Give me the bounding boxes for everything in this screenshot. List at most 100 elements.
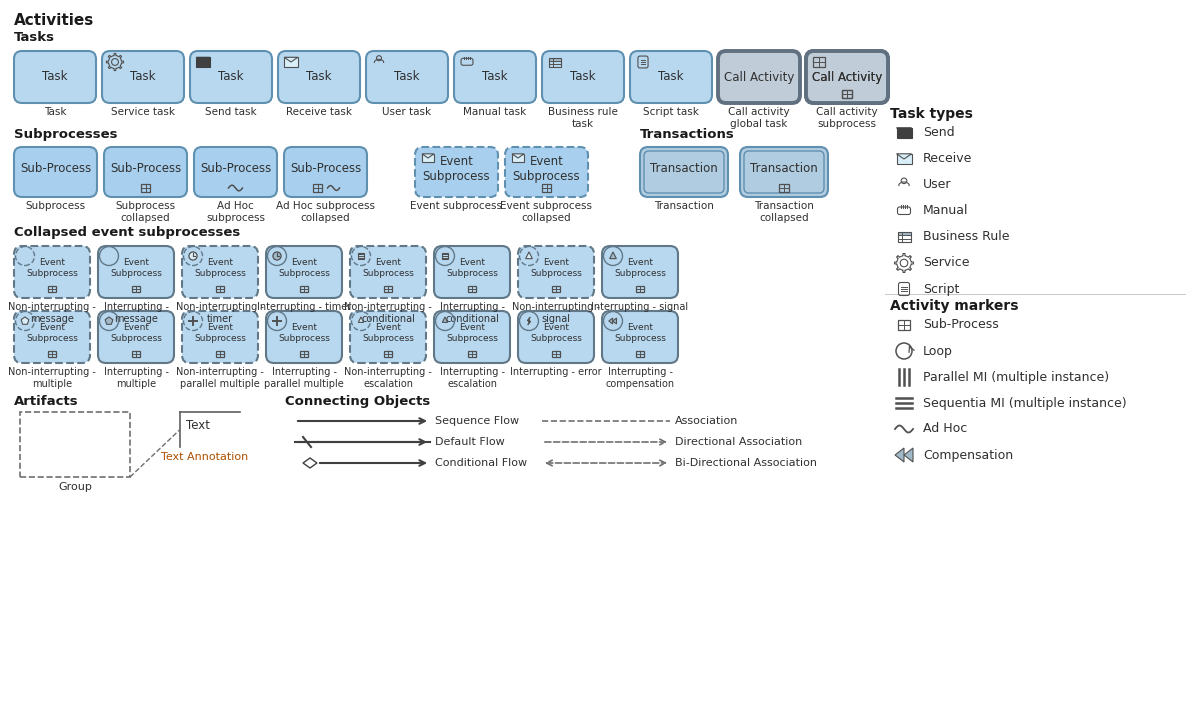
Bar <box>48 351 56 357</box>
Text: Artifacts: Artifacts <box>14 395 79 408</box>
Polygon shape <box>896 154 912 159</box>
FancyBboxPatch shape <box>278 51 360 103</box>
Polygon shape <box>904 448 913 462</box>
Text: Event
Subprocess: Event Subprocess <box>26 258 77 278</box>
Text: Non-interrupting -
escalation: Non-interrupting - escalation <box>344 367 432 389</box>
Bar <box>550 57 561 61</box>
Text: Task: Task <box>658 71 684 83</box>
Text: Event
Subprocess: Event Subprocess <box>362 323 414 343</box>
Text: Event
Subprocess: Event Subprocess <box>614 323 666 343</box>
FancyBboxPatch shape <box>602 246 678 298</box>
FancyBboxPatch shape <box>806 51 888 103</box>
Bar <box>637 351 644 357</box>
Text: Event
Subprocess: Event Subprocess <box>530 323 582 343</box>
Text: Event
Subprocess: Event Subprocess <box>278 258 330 278</box>
Text: Non-interrupting -
timer: Non-interrupting - timer <box>176 302 263 324</box>
Bar <box>542 184 551 192</box>
Polygon shape <box>895 448 904 462</box>
Polygon shape <box>896 128 912 133</box>
Bar <box>384 286 392 292</box>
Text: Task: Task <box>570 71 596 83</box>
FancyBboxPatch shape <box>14 147 97 197</box>
Bar <box>780 184 789 192</box>
Text: Transaction: Transaction <box>654 201 714 211</box>
FancyBboxPatch shape <box>415 147 498 197</box>
FancyBboxPatch shape <box>350 246 426 298</box>
Text: Text Annotation: Text Annotation <box>161 452 249 462</box>
Bar <box>813 57 825 67</box>
Text: Sub-Process: Sub-Process <box>200 163 271 175</box>
FancyBboxPatch shape <box>519 311 594 363</box>
Polygon shape <box>609 318 613 324</box>
Text: Directional Association: Directional Association <box>675 437 802 447</box>
Text: Subprocess
collapsed: Subprocess collapsed <box>116 201 175 223</box>
Text: Association: Association <box>675 416 738 426</box>
Text: Transactions: Transactions <box>640 128 734 141</box>
Text: Event
Subprocess: Event Subprocess <box>362 258 414 278</box>
Bar <box>898 232 911 235</box>
Polygon shape <box>21 317 29 325</box>
Text: Sub-Process: Sub-Process <box>20 163 91 175</box>
Polygon shape <box>513 154 524 158</box>
Text: User task: User task <box>383 107 432 117</box>
FancyBboxPatch shape <box>718 51 800 103</box>
Text: Event
Subprocess: Event Subprocess <box>614 258 666 278</box>
Text: Bi-Directional Association: Bi-Directional Association <box>675 458 817 468</box>
Text: Loop: Loop <box>923 344 952 358</box>
Text: Compensation: Compensation <box>923 448 1013 462</box>
Bar <box>141 184 150 192</box>
Bar <box>216 351 224 357</box>
Text: Connecting Objects: Connecting Objects <box>285 395 430 408</box>
Text: Sub-Process: Sub-Process <box>923 318 999 332</box>
Polygon shape <box>359 317 364 322</box>
Text: Send task: Send task <box>205 107 256 117</box>
FancyBboxPatch shape <box>631 51 712 103</box>
Bar <box>384 351 392 357</box>
Polygon shape <box>609 252 616 259</box>
Text: Event
Subprocess: Event Subprocess <box>194 258 246 278</box>
Circle shape <box>273 252 281 260</box>
FancyBboxPatch shape <box>14 51 97 103</box>
Text: Event
Subprocess: Event Subprocess <box>194 323 246 343</box>
Text: Non-interrupting -
conditional: Non-interrupting - conditional <box>344 302 432 324</box>
Text: Event
Subprocess: Event Subprocess <box>26 323 77 343</box>
Text: Event
Subprocess: Event Subprocess <box>110 258 162 278</box>
Bar <box>442 253 448 259</box>
Text: Task: Task <box>395 71 420 83</box>
Polygon shape <box>197 57 210 62</box>
Polygon shape <box>284 57 298 66</box>
Text: Manual: Manual <box>923 204 968 218</box>
FancyBboxPatch shape <box>350 311 426 363</box>
Text: Manual task: Manual task <box>464 107 527 117</box>
Text: Non-interrupting -
multiple: Non-interrupting - multiple <box>8 367 95 389</box>
Text: Event subprocess: Event subprocess <box>410 201 503 211</box>
Text: Service: Service <box>923 257 969 269</box>
Polygon shape <box>197 57 210 66</box>
FancyBboxPatch shape <box>14 311 91 363</box>
Text: Call Activity: Call Activity <box>812 71 882 83</box>
FancyBboxPatch shape <box>602 311 678 363</box>
Bar <box>300 351 308 357</box>
Text: Transaction: Transaction <box>750 163 818 175</box>
Text: Conditional Flow: Conditional Flow <box>435 458 527 468</box>
Text: User: User <box>923 178 951 192</box>
Polygon shape <box>513 154 524 162</box>
Text: Subprocess: Subprocess <box>25 201 86 211</box>
Text: Activities: Activities <box>14 13 94 28</box>
Text: Call activity
global task: Call activity global task <box>728 107 790 129</box>
FancyBboxPatch shape <box>14 246 91 298</box>
Text: Transaction: Transaction <box>650 163 718 175</box>
Text: Sub-Process: Sub-Process <box>290 163 361 175</box>
Text: Ad Hoc
subprocess: Ad Hoc subprocess <box>206 201 265 223</box>
Text: Interrupting - error: Interrupting - error <box>510 367 602 377</box>
FancyBboxPatch shape <box>434 311 510 363</box>
Bar <box>20 412 130 477</box>
Text: Interrupting -
parallel multiple: Interrupting - parallel multiple <box>265 367 343 389</box>
Text: Script: Script <box>923 283 960 296</box>
FancyBboxPatch shape <box>182 311 257 363</box>
Bar <box>468 351 476 357</box>
Text: Activity markers: Activity markers <box>890 299 1018 313</box>
Text: Event
Subprocess: Event Subprocess <box>110 323 162 343</box>
Bar <box>468 286 476 292</box>
Bar <box>898 232 911 242</box>
